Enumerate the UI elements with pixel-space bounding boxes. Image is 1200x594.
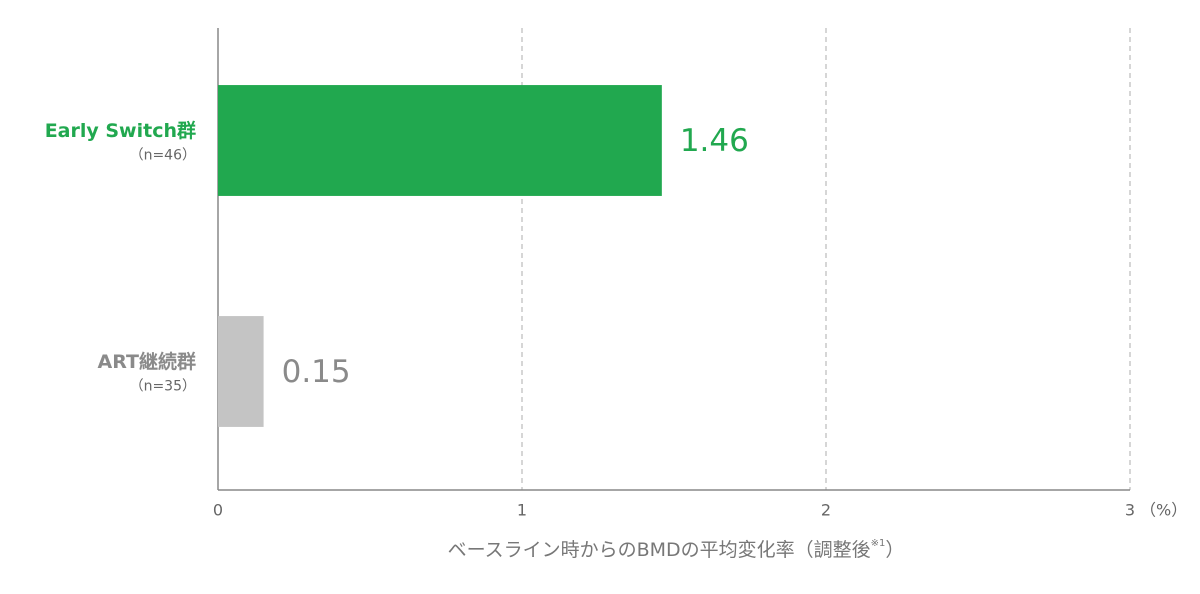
category-note: （n=46） xyxy=(130,148,196,164)
x-tick-label: 1 xyxy=(517,501,527,520)
bar xyxy=(218,85,662,196)
x-tick-label: 2 xyxy=(821,501,831,520)
x-unit: （%） xyxy=(1140,501,1187,520)
bar xyxy=(218,316,264,427)
x-axis-label-note: ※1 xyxy=(871,538,886,549)
value-label: 0.15 xyxy=(282,354,351,390)
x-axis-label-main: ベースライン時からのBMDの平均変化率（調整後 xyxy=(448,539,871,561)
category-label: Early Switch群 xyxy=(45,119,196,142)
category-label: ART継続群 xyxy=(98,350,196,373)
x-tick-label: 3 xyxy=(1125,501,1135,520)
x-tick-label: 0 xyxy=(213,501,223,520)
category-note: （n=35） xyxy=(130,379,196,395)
x-axis-label: ベースライン時からのBMDの平均変化率（調整後※1） xyxy=(448,538,905,561)
x-axis-label-end: ） xyxy=(885,539,904,561)
value-label: 1.46 xyxy=(680,123,749,159)
